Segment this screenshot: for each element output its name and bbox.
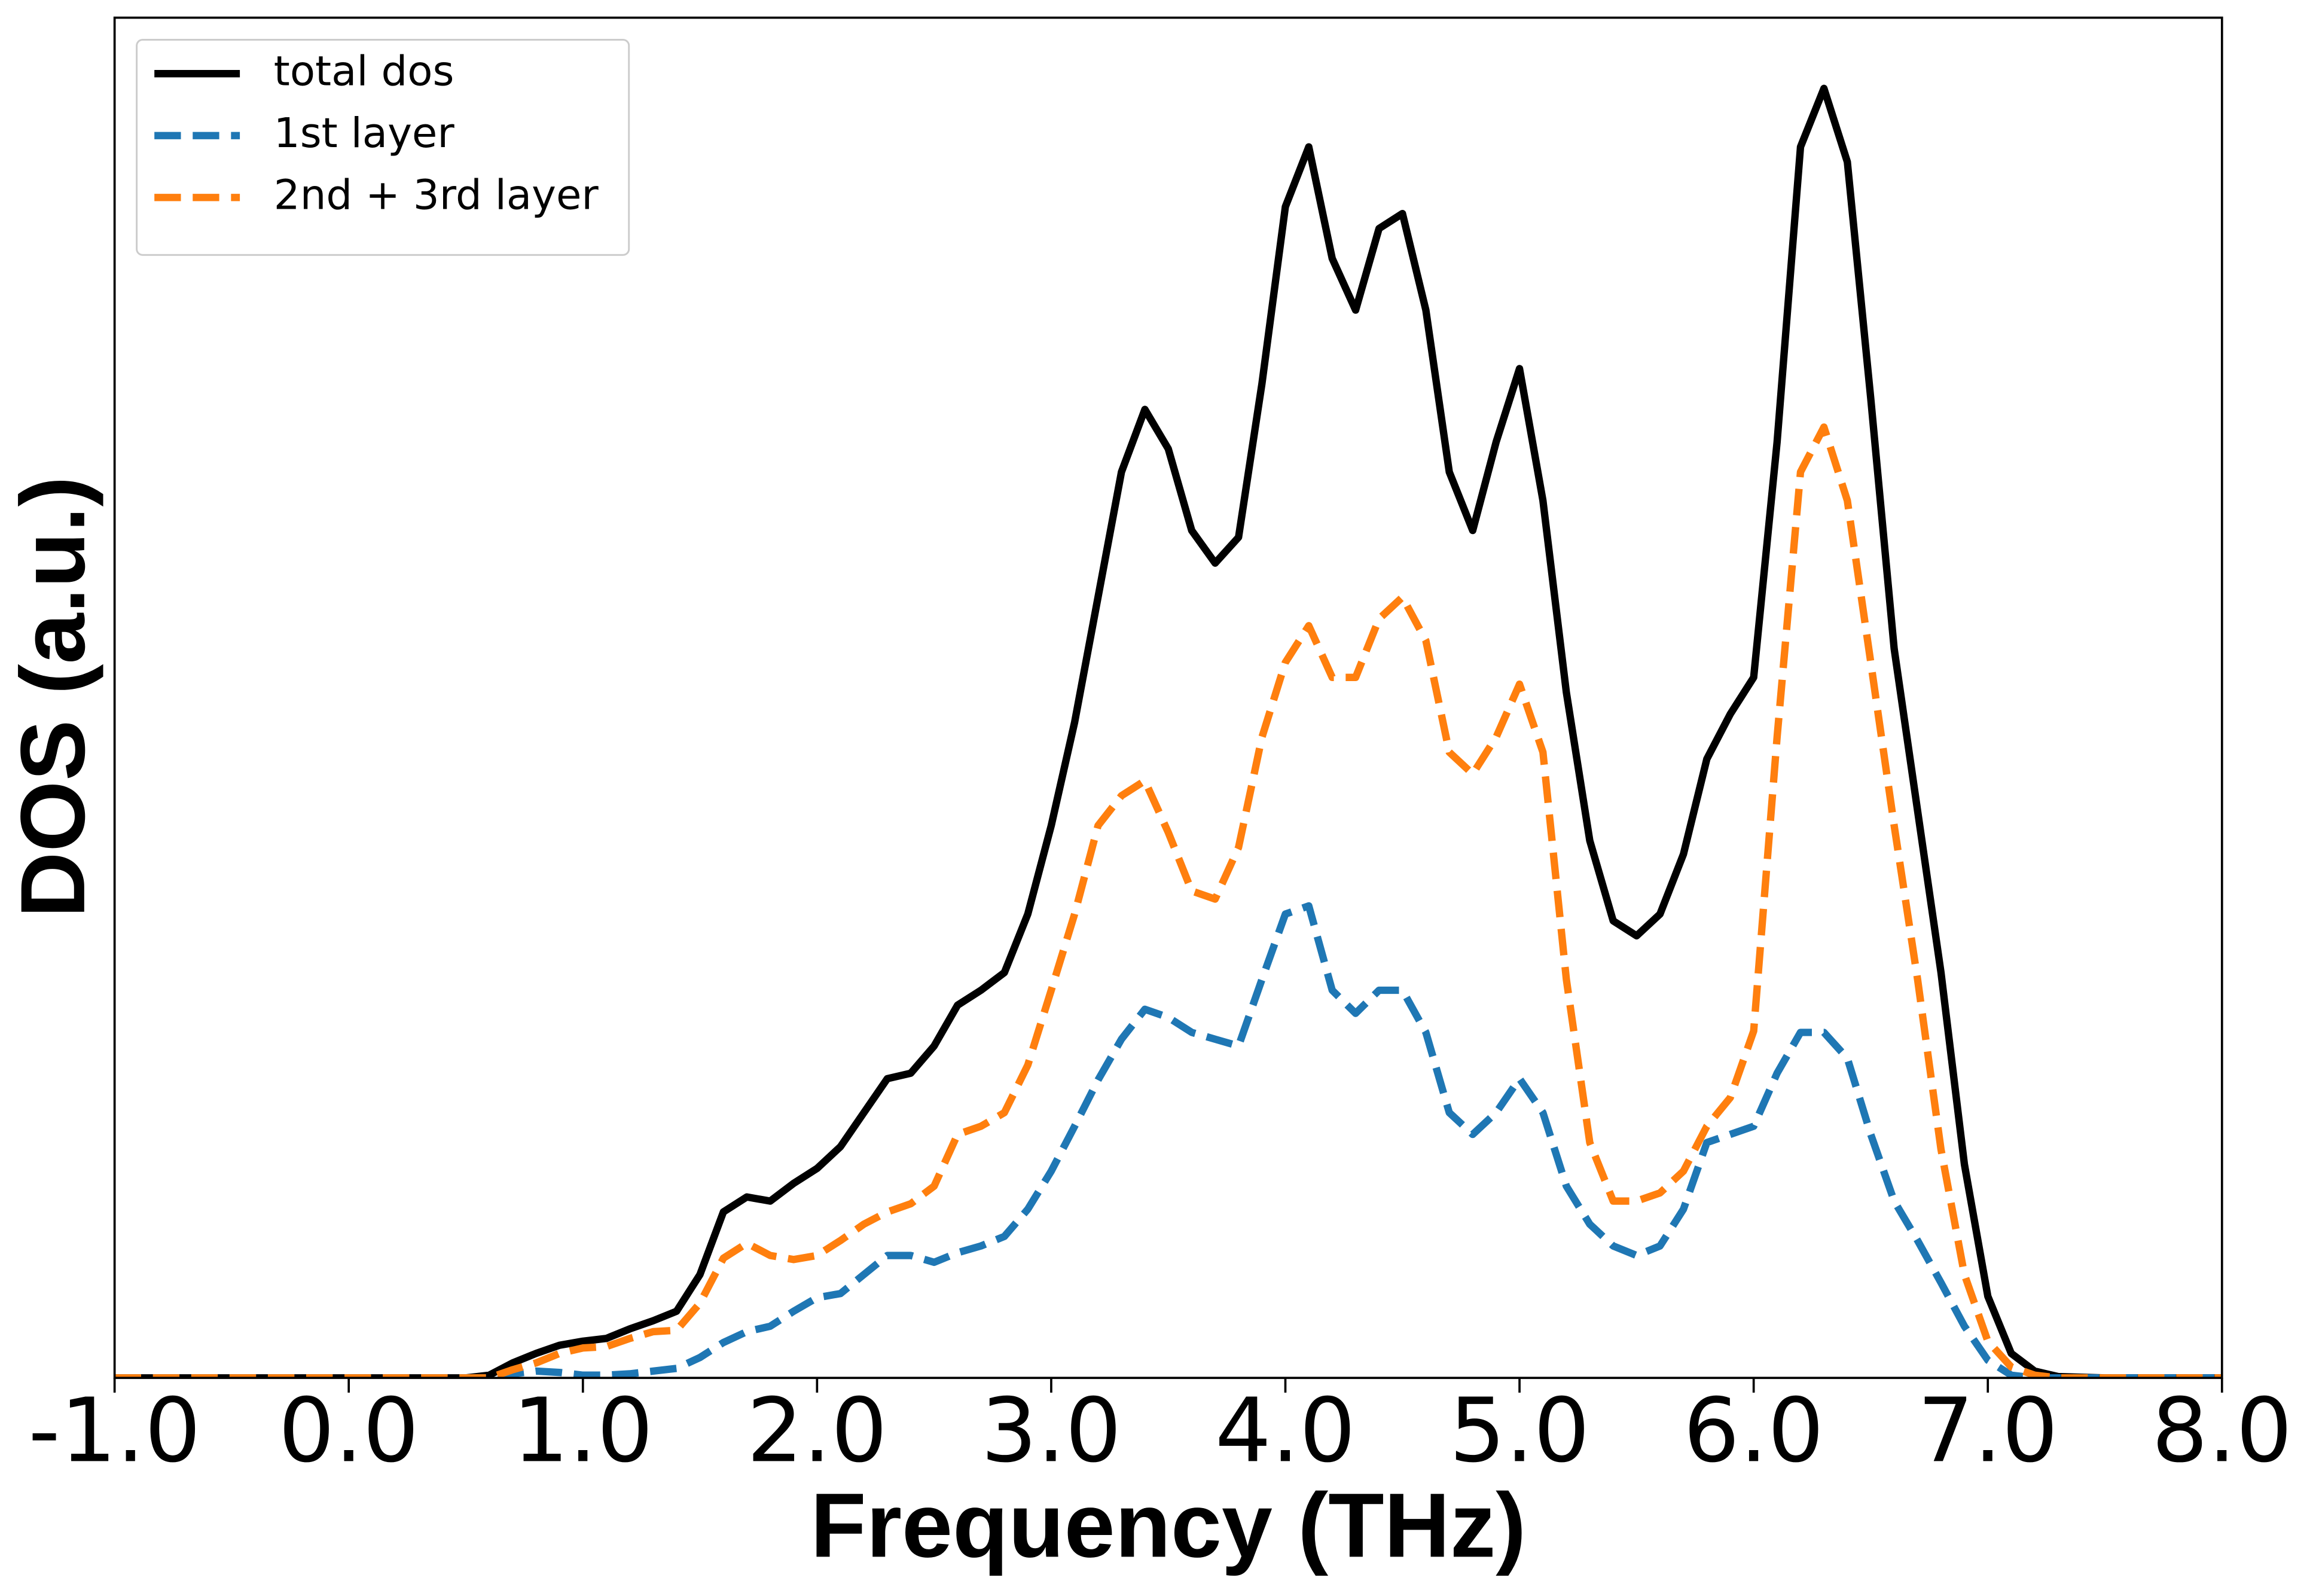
x-tick-label: 5.0 (1449, 1379, 1589, 1482)
x-tick-label: -1.0 (28, 1379, 201, 1482)
x-tick-label: 0.0 (279, 1379, 419, 1482)
series-line (114, 84, 2222, 1378)
legend-box (136, 39, 630, 256)
legend-label: 2nd + 3rd layer (274, 171, 599, 219)
x-tick-label: 2.0 (747, 1379, 887, 1482)
x-tick-label: 8.0 (2152, 1379, 2292, 1482)
legend-label: 1st layer (274, 109, 455, 157)
plot-frame (113, 16, 2223, 1380)
x-tick-label: 7.0 (1918, 1379, 2058, 1482)
x-tick-label: 3.0 (981, 1379, 1121, 1482)
x-tick-label: 6.0 (1683, 1379, 1824, 1482)
x-tick-label: 1.0 (512, 1379, 653, 1482)
series-line (114, 902, 2222, 1378)
series-line (114, 423, 2222, 1378)
x-tick-label: 4.0 (1215, 1379, 1356, 1482)
x-axis-label: Frequency (THz) (810, 1475, 1526, 1576)
legend-label: total dos (274, 47, 454, 95)
y-axis-label: DOS (a.u.) (2, 476, 104, 917)
